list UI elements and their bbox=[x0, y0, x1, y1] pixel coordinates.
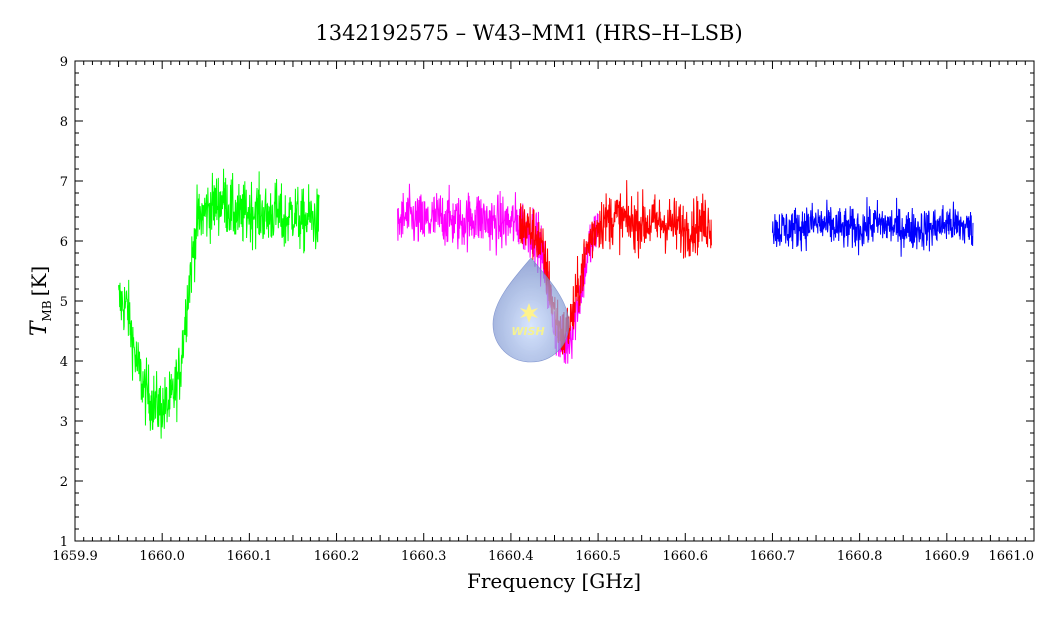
y-tick-label: 8 bbox=[60, 115, 68, 130]
y-tick-label: 6 bbox=[60, 235, 68, 250]
y-tick-label: 9 bbox=[60, 55, 68, 70]
x-tick-label: 1659.9 bbox=[52, 549, 98, 564]
x-tick-label: 1660.2 bbox=[314, 549, 360, 564]
x-tick-label: 1660.0 bbox=[139, 549, 185, 564]
x-tick-label: 1661.0 bbox=[989, 549, 1035, 564]
y-tick-label: 4 bbox=[60, 355, 68, 370]
svg-text:TMB[K]: TMB [K] bbox=[27, 266, 54, 336]
wish-star-icon bbox=[520, 303, 538, 323]
wish-logo-text: WISH bbox=[511, 325, 544, 338]
y-tick-label: 7 bbox=[60, 175, 68, 190]
series-line-1 bbox=[118, 168, 320, 439]
y-axis-label-unit: [K] bbox=[27, 266, 51, 297]
x-tick-label: 1660.8 bbox=[837, 549, 883, 564]
x-tick-label: 1660.9 bbox=[924, 549, 970, 564]
y-axis-label-sub: MB bbox=[40, 300, 54, 321]
x-axis-label: Frequency [GHz] bbox=[467, 569, 641, 593]
y-tick-label: 5 bbox=[60, 295, 68, 310]
axis-ticks bbox=[74, 60, 1035, 542]
wish-logo: WISH bbox=[492, 257, 570, 363]
x-tick-label: 1660.1 bbox=[227, 549, 273, 564]
y-axis-label: TMB [K] bbox=[27, 266, 54, 336]
axis-tick-labels: 1659.9 1660.0 1660.1 1660.2 1660.3 1660.4 1660… bbox=[52, 55, 1034, 564]
x-tick-label: 1660.3 bbox=[401, 549, 447, 564]
y-axis-label-main: T bbox=[27, 319, 52, 336]
x-tick-label: 1660.6 bbox=[663, 549, 709, 564]
series-line-4 bbox=[771, 197, 974, 257]
y-tick-label: 2 bbox=[60, 475, 68, 490]
y-tick-label: 1 bbox=[60, 535, 68, 550]
y-tick-label: 3 bbox=[60, 415, 68, 430]
x-tick-label: 1660.7 bbox=[750, 549, 796, 564]
chart-title: 1342192575 – W43–MM1 (HRS–H–LSB) bbox=[315, 21, 742, 45]
x-tick-label: 1660.5 bbox=[575, 549, 621, 564]
x-tick-label: 1660.4 bbox=[488, 549, 534, 564]
